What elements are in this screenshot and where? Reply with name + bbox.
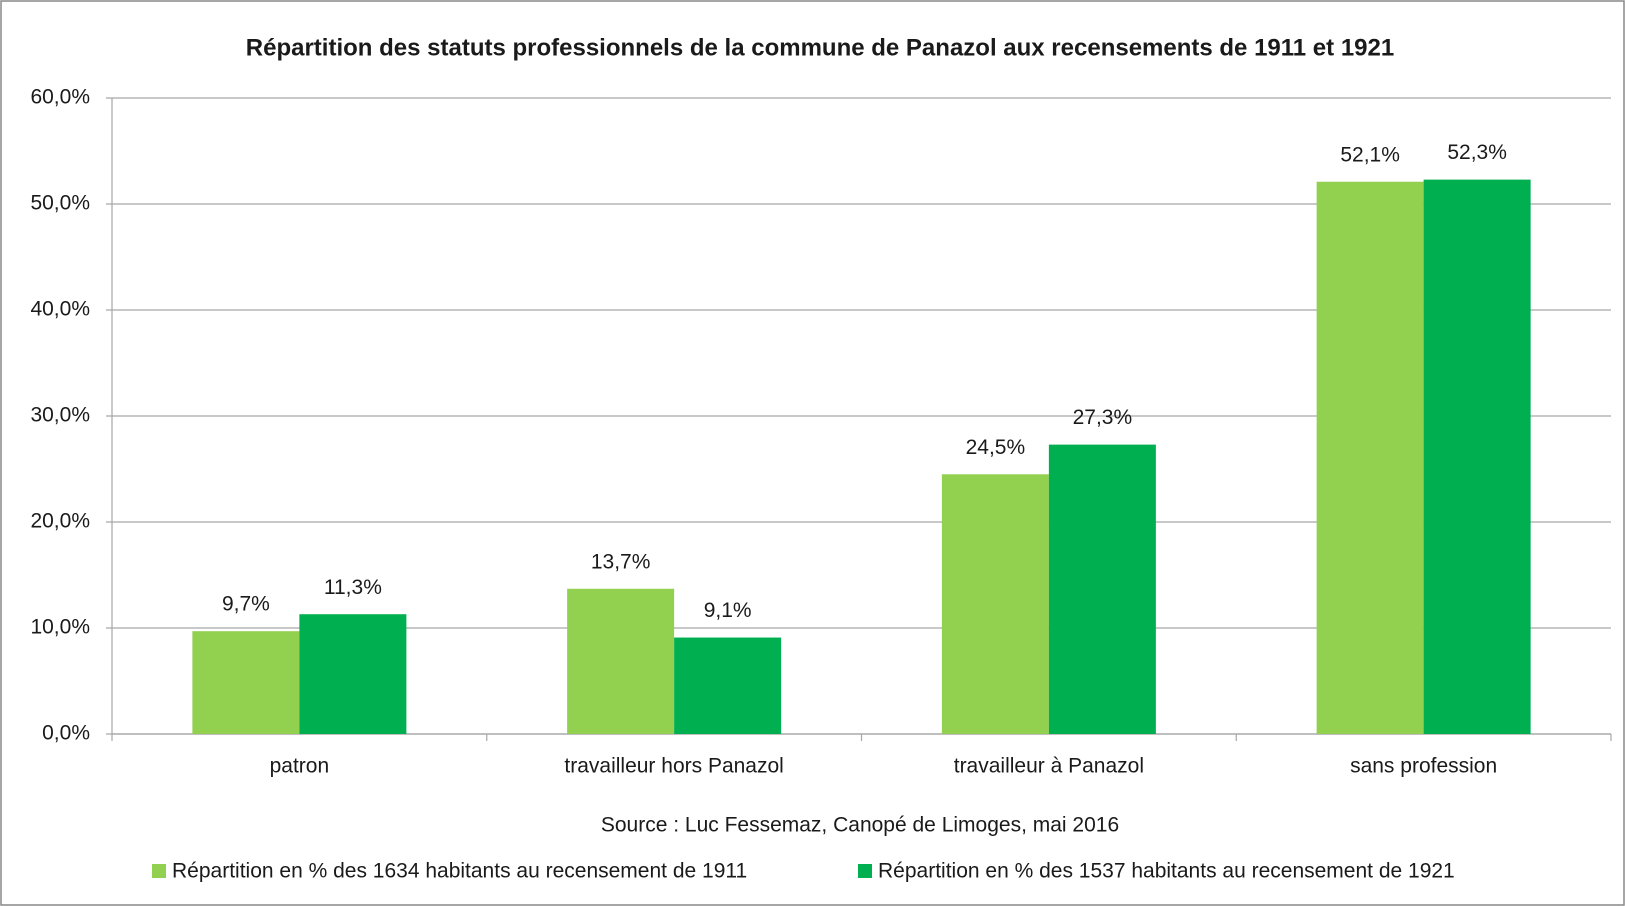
data-label: 13,7%: [591, 550, 651, 573]
legend-label: Répartition en % des 1537 habitants au r…: [878, 860, 1455, 883]
legend-swatch: [858, 864, 872, 878]
data-label: 11,3%: [324, 576, 382, 599]
y-tick-label: 60,0%: [30, 86, 90, 109]
source: Source : Luc Fessemaz, Canopé de Limoges…: [601, 814, 1119, 837]
data-label: 27,3%: [1073, 406, 1133, 429]
y-tick-label: 0,0%: [42, 722, 90, 745]
chart-title: Répartition des statuts professionnels d…: [246, 34, 1394, 61]
data-label: 52,3%: [1447, 141, 1507, 164]
bar: [567, 588, 675, 734]
legend-label: Répartition en % des 1634 habitants au r…: [172, 860, 747, 883]
x-tick-label: sans profession: [1350, 755, 1497, 778]
y-tick-label: 50,0%: [30, 192, 90, 215]
bar: [1423, 179, 1531, 734]
bar: [1048, 444, 1156, 734]
bar: [674, 637, 782, 734]
bar: [941, 474, 1049, 734]
y-tick-label: 40,0%: [30, 298, 90, 321]
data-label: 52,1%: [1340, 143, 1400, 166]
x-tick-label: travailleur à Panazol: [954, 755, 1144, 778]
x-tick-label: travailleur hors Panazol: [564, 755, 783, 778]
data-label: 9,1%: [704, 599, 752, 622]
bar: [1316, 181, 1424, 735]
bar: [192, 631, 300, 734]
y-tick-label: 10,0%: [30, 616, 90, 639]
data-label: 9,7%: [222, 593, 270, 616]
y-tick-label: 20,0%: [30, 510, 90, 533]
legend-swatch: [152, 864, 166, 878]
y-tick-label: 30,0%: [30, 404, 90, 427]
bar: [299, 614, 407, 734]
data-label: 24,5%: [966, 436, 1026, 459]
x-tick-label: patron: [270, 755, 330, 778]
